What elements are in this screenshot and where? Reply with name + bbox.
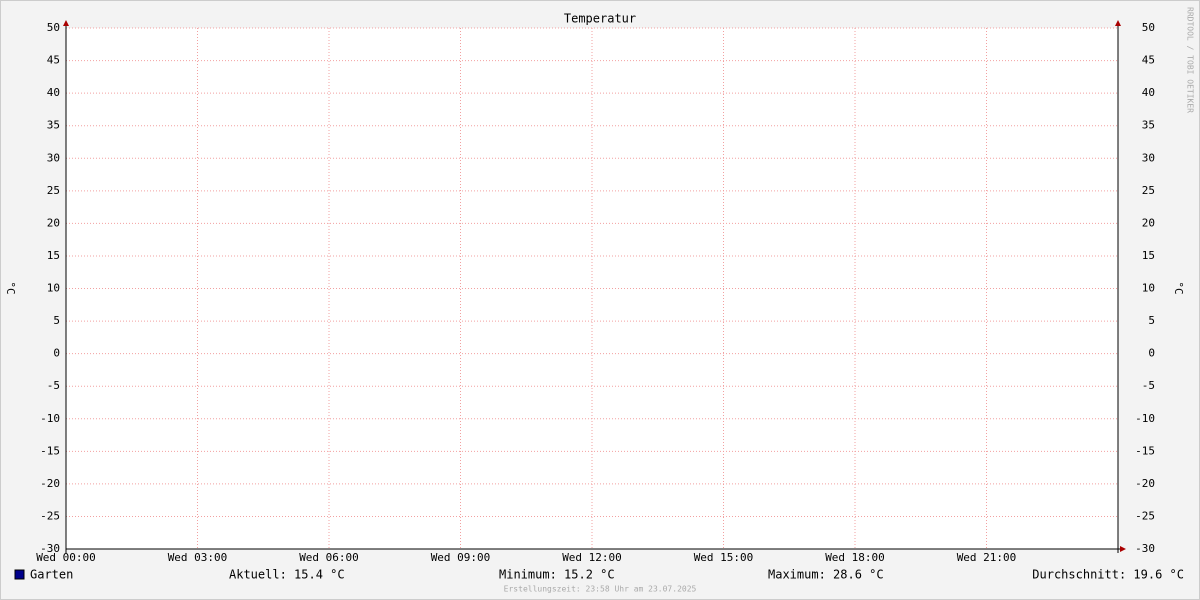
legend-label: Garten xyxy=(30,568,73,582)
y-tick-label: 30 xyxy=(47,151,60,164)
arrow xyxy=(1115,20,1121,26)
y2-tick-label: 5 xyxy=(1148,314,1155,327)
watermark: RRDTOOL / TOBI OETIKER xyxy=(1186,7,1195,113)
y2-tick-label: 45 xyxy=(1142,54,1155,67)
y-tick-label: -30 xyxy=(40,542,60,555)
y-tick-label: 45 xyxy=(47,54,60,67)
y-tick-label: -25 xyxy=(40,509,60,522)
y2-tick-label: -20 xyxy=(1135,477,1155,490)
y-tick-label: -20 xyxy=(40,477,60,490)
legend-swatch xyxy=(14,569,25,580)
y-tick-label: 50 xyxy=(47,21,60,34)
y-tick-label: 25 xyxy=(47,184,60,197)
y2-axis-label: °C xyxy=(1172,281,1185,294)
y-tick-label: 10 xyxy=(47,282,60,295)
arrow xyxy=(63,20,69,26)
x-tick-label: Wed 21:00 xyxy=(957,551,1017,564)
y-tick-label: 5 xyxy=(53,314,60,327)
y2-tick-label: 25 xyxy=(1142,184,1155,197)
stat: Aktuell: 15.4 °C xyxy=(229,568,345,582)
x-tick-label: Wed 15:00 xyxy=(694,551,754,564)
y-tick-label: -10 xyxy=(40,412,60,425)
x-tick-label: Wed 03:00 xyxy=(168,551,228,564)
chart-title: Temperatur xyxy=(564,12,636,26)
y2-tick-label: 40 xyxy=(1142,86,1155,99)
y-tick-label: 40 xyxy=(47,86,60,99)
x-tick-label: Wed 00:00 xyxy=(36,551,96,564)
y-tick-label: 20 xyxy=(47,216,60,229)
created-note: Erstellungszeit: 23:58 Uhr am 23.07.2025 xyxy=(504,585,697,594)
y2-tick-label: 30 xyxy=(1142,151,1155,164)
y2-tick-label: -5 xyxy=(1142,379,1155,392)
y2-tick-label: 15 xyxy=(1142,249,1155,262)
stat: Maximum: 28.6 °C xyxy=(768,568,884,582)
y2-tick-label: 20 xyxy=(1142,216,1155,229)
y2-tick-label: 0 xyxy=(1148,347,1155,360)
x-tick-label: Wed 09:00 xyxy=(431,551,491,564)
y2-tick-label: -10 xyxy=(1135,412,1155,425)
y2-tick-label: 35 xyxy=(1142,119,1155,132)
y2-tick-label: -15 xyxy=(1135,444,1155,457)
stat: Minimum: 15.2 °C xyxy=(499,568,615,582)
y2-tick-label: -30 xyxy=(1135,542,1155,555)
y-tick-label: -5 xyxy=(47,379,60,392)
stat: Durchschnitt: 19.6 °C xyxy=(1032,568,1184,582)
x-tick-label: Wed 18:00 xyxy=(825,551,885,564)
y-tick-label: 35 xyxy=(47,119,60,132)
y2-tick-label: 10 xyxy=(1142,282,1155,295)
y-axis-label: °C xyxy=(4,281,17,294)
x-tick-label: Wed 12:00 xyxy=(562,551,622,564)
y2-tick-label: -25 xyxy=(1135,509,1155,522)
y-tick-label: 15 xyxy=(47,249,60,262)
arrow xyxy=(1120,546,1126,552)
y2-tick-label: 50 xyxy=(1142,21,1155,34)
x-tick-label: Wed 06:00 xyxy=(299,551,359,564)
y-tick-label: -15 xyxy=(40,444,60,457)
y-tick-label: 0 xyxy=(53,347,60,360)
